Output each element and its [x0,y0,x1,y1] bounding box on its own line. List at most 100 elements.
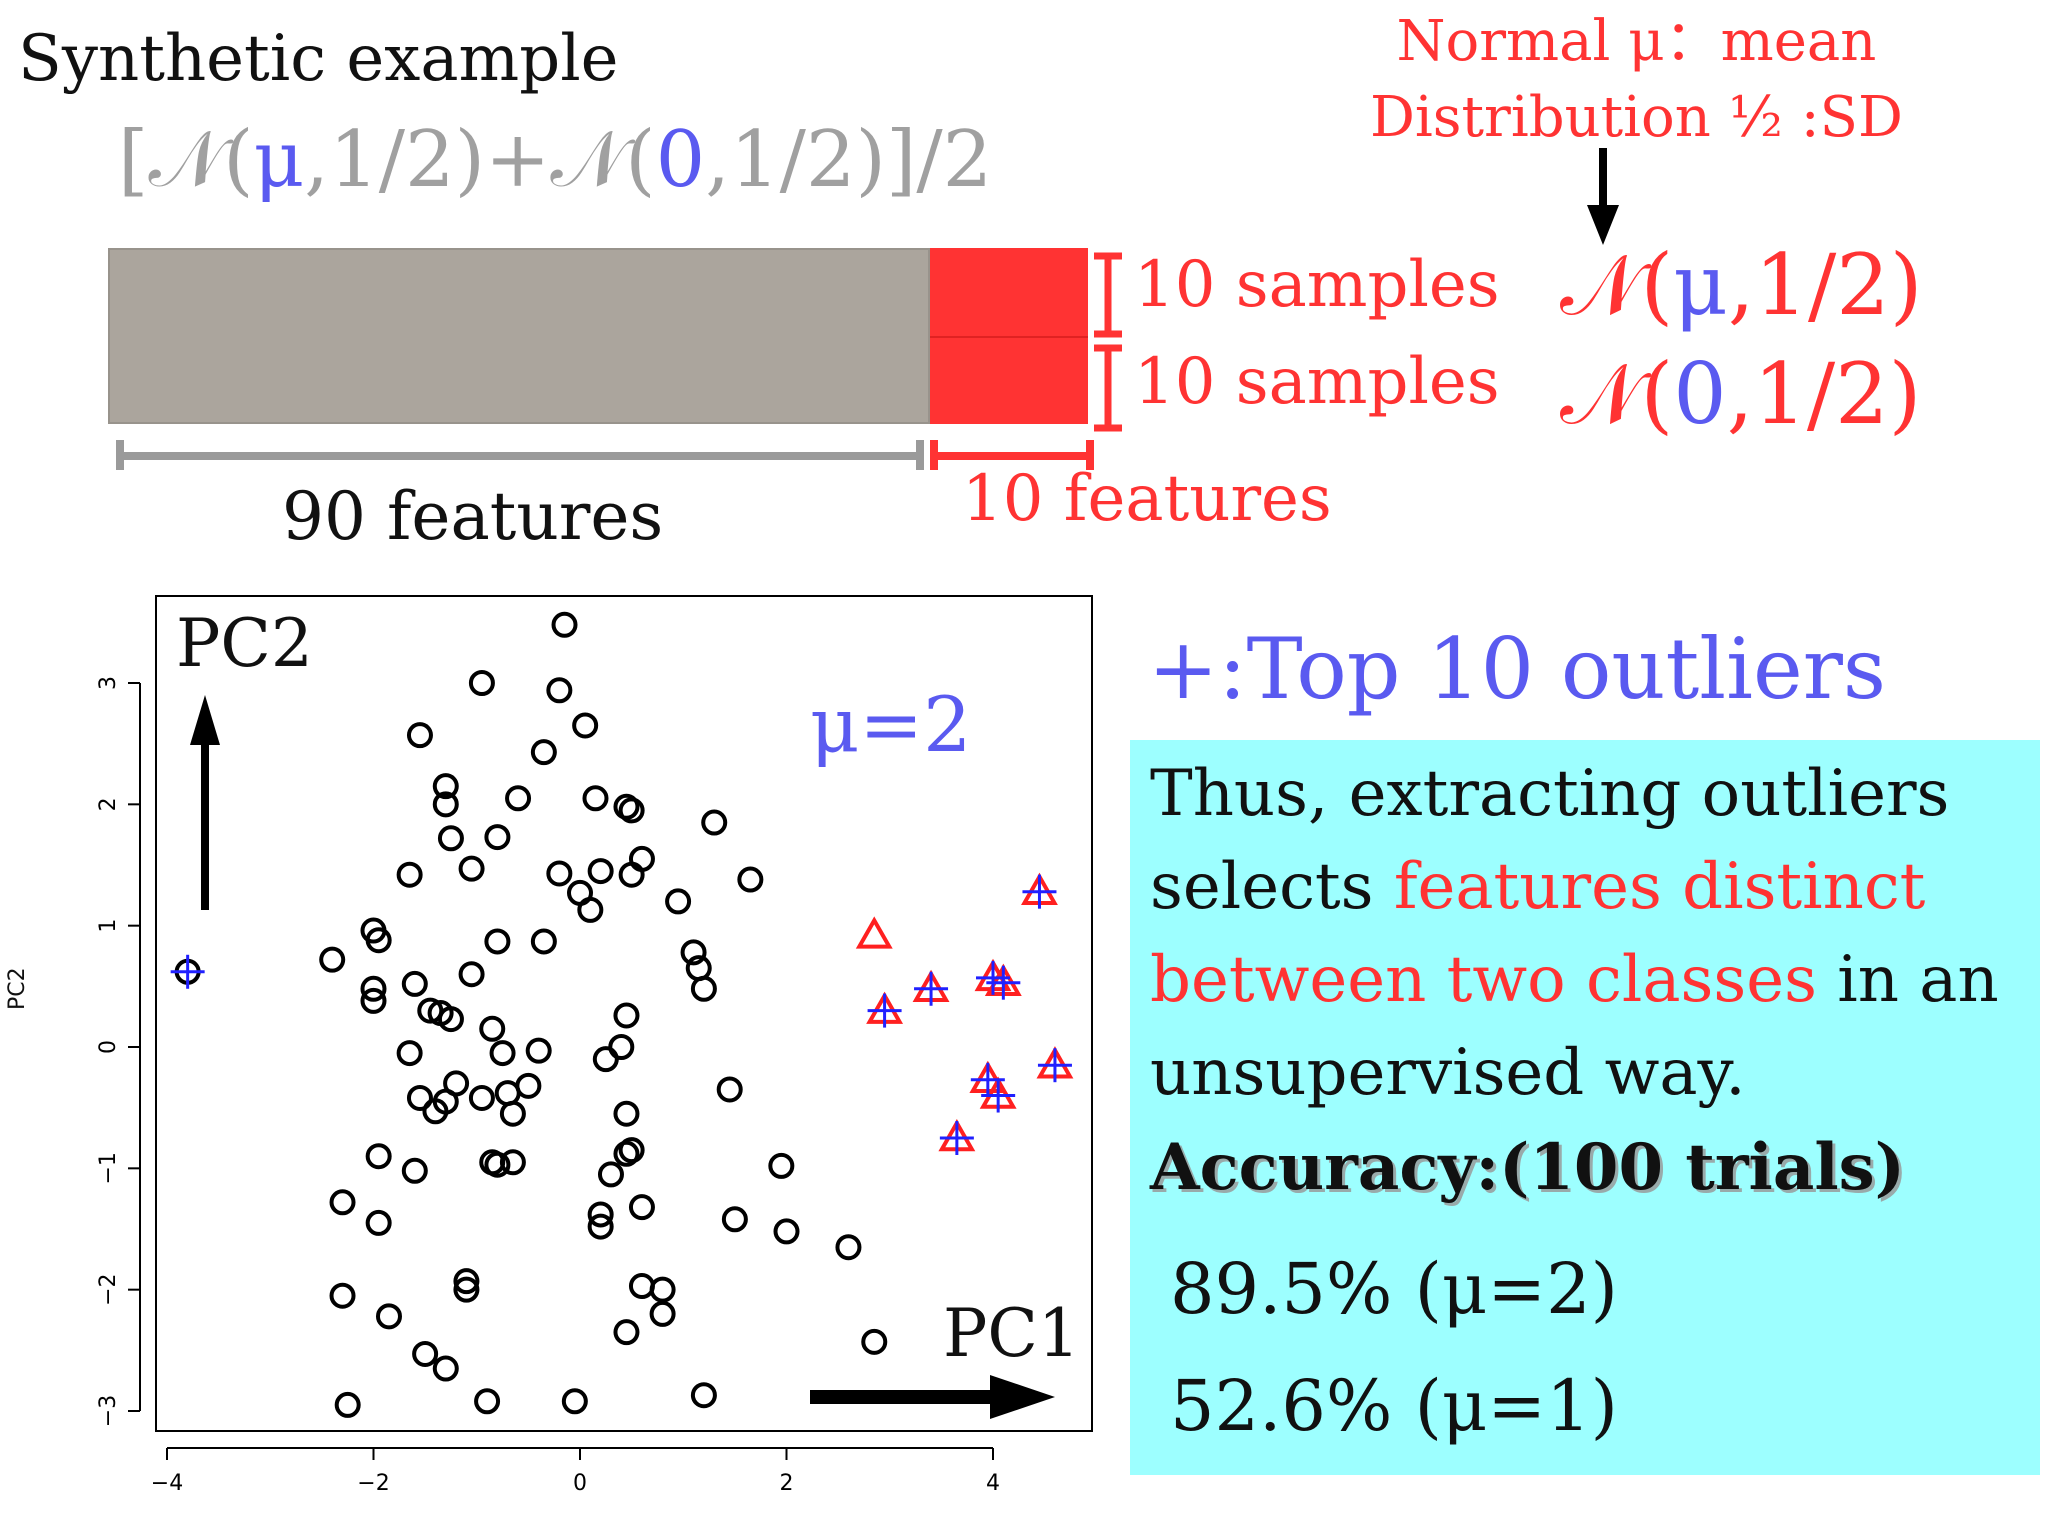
data-point-circle [613,793,640,820]
normal-distribution-note: Normal μ：mean Distribution ½ :SD [1370,4,1903,156]
data-point-circle [716,1076,743,1103]
axes-layer: −3 −2 −1 0 1 2 3 −4 −2 0 2 4 [96,676,1000,1496]
data-point-circle [360,987,387,1014]
data-point-circle [458,855,485,882]
data-point-circle [680,939,707,966]
accuracy-mu2-value: 89.5% [1170,1248,1393,1330]
pc2-arrow-head [190,695,220,745]
data-point-circle [406,1084,433,1111]
dist-bottom-prefix: 𝒩( [1560,345,1674,443]
data-point-circle [572,712,599,739]
data-point-circle [628,845,655,872]
formula-mu: μ [253,115,305,205]
data-point-circle [432,791,459,818]
features-bracket-red [930,440,1094,470]
data-point-circle [561,1388,588,1415]
y-axis-title: PC2 [5,967,30,1010]
data-point-circle [396,1040,423,1067]
data-point-circle [768,1152,795,1179]
data-point-circle [613,1319,640,1346]
sample-bracket-top [1094,252,1122,338]
pc2-label: PC2 [176,605,313,682]
y-tick-label: −2 [96,1273,121,1305]
data-point-circle [468,670,495,696]
outlier-plus-marker [867,993,902,1028]
data-point-circle [597,1161,624,1188]
data-point-circle [690,1382,717,1409]
data-point-circle [665,888,692,915]
data-point-circle [468,1084,495,1111]
matrix-red-divider [930,336,1088,338]
data-point-circle [443,1070,470,1097]
note-line-2: Distribution ½ :SD [1370,85,1903,150]
data-point-circle [484,824,511,851]
data-point-circle [334,1391,361,1418]
dist-bottom-suffix: ,1/2) [1726,345,1922,443]
formula-zero: 0 [655,115,706,205]
pc1-label: PC1 [943,1295,1080,1372]
data-point-circle [587,1213,614,1240]
conclusion-box [1130,740,2040,1475]
mu-label: μ=2 [810,680,972,769]
data-point-circle [401,1157,428,1184]
x-tick-label: 2 [780,1471,794,1496]
data-point-circle [499,1100,526,1127]
x-tick-label: 0 [573,1471,587,1496]
outlier-plus-marker [986,965,1021,1000]
data-point-circle [484,928,511,955]
dist-top-suffix: ,1/2) [1727,236,1923,334]
data-point-circle [499,1149,526,1176]
data-point-circle [861,1328,888,1355]
data-point-circle [437,1006,464,1033]
features-10-label: 10 features [962,462,1332,536]
data-point-circle [530,928,557,955]
conclusion-line-4: unsupervised way. [1150,1036,1746,1110]
data-point-circle [365,1143,392,1170]
data-point-circle [375,1303,402,1330]
data-point-circle [360,975,387,1002]
data-point-circle [649,1276,676,1303]
outlier-plus-marker [1022,874,1057,909]
data-point-circle [628,1194,655,1221]
data-point-circle [690,975,717,1002]
note-arrow-head [1587,205,1619,245]
data-point-circle [412,1340,439,1367]
conclusion-line-3: between two classes in an [1150,943,1999,1017]
data-point-circle [365,1209,392,1236]
data-point-circle [319,946,346,973]
conclusion-line-3-post: in an [1816,943,1999,1017]
plot-frame [155,595,1093,1432]
data-point-circle [546,860,573,887]
outlier-plus-marker [939,1121,974,1155]
dist-top-prefix: 𝒩( [1560,236,1674,334]
points-layer [170,611,1074,1418]
data-point-circle [401,970,428,997]
x-tick-label: −2 [357,1471,389,1496]
accuracy-mu1-value: 52.6% [1170,1365,1393,1447]
accuracy-mu1: 52.6% (μ=1) [1170,1365,1618,1447]
data-point-circle [546,677,573,704]
accuracy-mu2: 89.5% (μ=2) [1170,1248,1618,1330]
formula-n2: 𝒩( [550,115,656,205]
conclusion-line-2: selects features distinct [1150,850,1925,924]
y-tick-label: 0 [96,1040,121,1054]
accuracy-mu2-label: (μ=2) [1392,1248,1618,1330]
data-point-circle [479,1015,506,1042]
features-90-label: 90 features [282,478,664,555]
data-point-circle [530,739,557,766]
y-tick-label: −3 [96,1395,121,1427]
conclusion-line-1: Thus, extracting outliers [1150,757,1950,831]
data-point-circle [613,1100,640,1127]
data-point-circle [489,1040,516,1067]
outlier-plus-marker [914,971,949,1006]
data-point-circle [474,1388,501,1415]
data-point-triangle [855,916,893,949]
sample-bracket-bottom [1094,344,1122,432]
dist-bottom-zero: 0 [1673,345,1727,443]
conclusion-line-2-pre: selects [1150,850,1394,924]
outliers-legend: +:Top 10 outliers [1148,620,1886,718]
data-point-circle [365,927,392,954]
y-tick-label: −1 [96,1152,121,1184]
data-point-circle [432,1355,459,1382]
